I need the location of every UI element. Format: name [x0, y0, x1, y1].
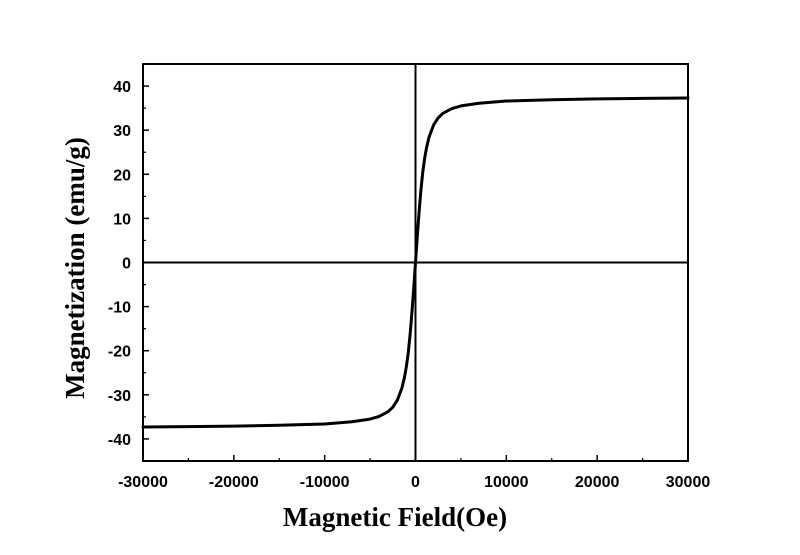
x-tick-label: 30000 — [666, 474, 711, 491]
y-tick-label: 40 — [113, 79, 131, 96]
x-tick-label: -20000 — [209, 474, 259, 491]
y-tick-label: 10 — [113, 211, 131, 228]
x-axis-title: Magnetic Field(Oe) — [283, 502, 507, 532]
y-tick-label: -40 — [108, 432, 131, 449]
y-tick-label: -10 — [108, 300, 131, 317]
series-line-0 — [141, 96, 690, 429]
y-tick-label: -30 — [108, 388, 131, 405]
x-tick-label: 10000 — [484, 474, 529, 491]
x-tick-label: 20000 — [575, 474, 620, 491]
x-tick-label: 0 — [411, 474, 420, 491]
y-axis-ticks: -40 -30 -20 -10 0 10 20 30 40 — [108, 63, 149, 462]
series-layer — [141, 96, 690, 429]
y-tick-label: 0 — [122, 256, 131, 273]
y-tick-label: 30 — [113, 123, 131, 140]
y-tick-label: -20 — [108, 344, 131, 361]
y-axis-title: Magnetization (emu/g) — [60, 137, 90, 399]
x-axis-ticks: -30000 -20000 -10000 0 10000 20000 30000 — [118, 455, 710, 491]
x-tick-label: -10000 — [300, 474, 350, 491]
y-tick-label: 20 — [113, 167, 131, 184]
x-tick-label: -30000 — [118, 474, 168, 491]
